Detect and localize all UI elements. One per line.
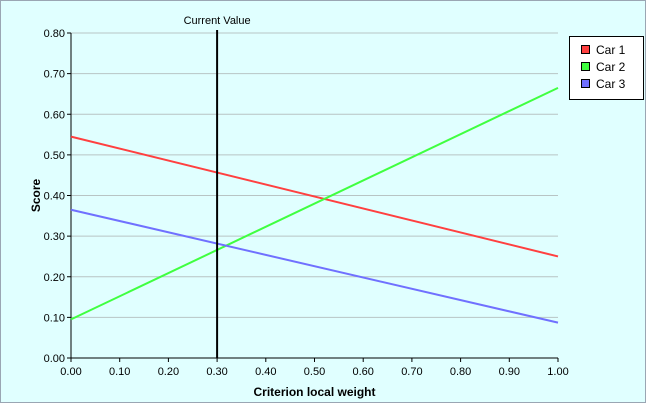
x-tick-label: 1.00 [547, 366, 568, 378]
y-tick-label: 0.50 [44, 150, 65, 162]
legend-label-car-3: Car 3 [596, 76, 626, 91]
y-tick-label: 0.00 [44, 353, 65, 365]
y-tick-label: 0.10 [44, 312, 65, 324]
x-axis-title: Criterion local weight [253, 385, 375, 399]
series-line-car-2 [70, 86, 559, 321]
y-tick-label: 0.20 [44, 272, 65, 284]
x-tick-label: 0.30 [206, 366, 227, 378]
legend-item-car-3: Car 3 [581, 75, 643, 92]
y-axis-title: Score [29, 179, 43, 213]
y-tick-label: 0.80 [44, 28, 65, 40]
x-tick-label: 0.80 [450, 366, 471, 378]
current-value-label: Current Value [184, 15, 251, 27]
series-line-car-1 [70, 135, 559, 258]
x-tick-label: 0.00 [60, 366, 81, 378]
legend-item-car-2: Car 2 [581, 58, 643, 75]
legend-label-car-1: Car 1 [596, 42, 626, 57]
x-tick-label: 0.60 [352, 366, 373, 378]
y-tick-label: 0.30 [44, 231, 65, 243]
x-tick-label: 0.40 [255, 366, 276, 378]
x-tick-label: 0.10 [109, 366, 130, 378]
x-tick-label: 0.90 [499, 366, 520, 378]
legend-swatch-car-2 [581, 62, 590, 71]
y-tick-label: 0.40 [44, 191, 65, 203]
series-line-car-3 [70, 208, 559, 324]
y-tick-label: 0.70 [44, 69, 65, 81]
legend-item-car-1: Car 1 [581, 41, 643, 58]
legend: Car 1 Car 2 Car 3 [569, 36, 644, 100]
x-tick-label: 0.70 [401, 366, 422, 378]
x-tick-label: 0.20 [158, 366, 179, 378]
legend-swatch-car-3 [581, 79, 590, 88]
x-tick-label: 0.50 [304, 366, 325, 378]
legend-label-car-2: Car 2 [596, 59, 626, 74]
legend-swatch-car-1 [581, 45, 590, 54]
y-tick-label: 0.60 [44, 109, 65, 121]
